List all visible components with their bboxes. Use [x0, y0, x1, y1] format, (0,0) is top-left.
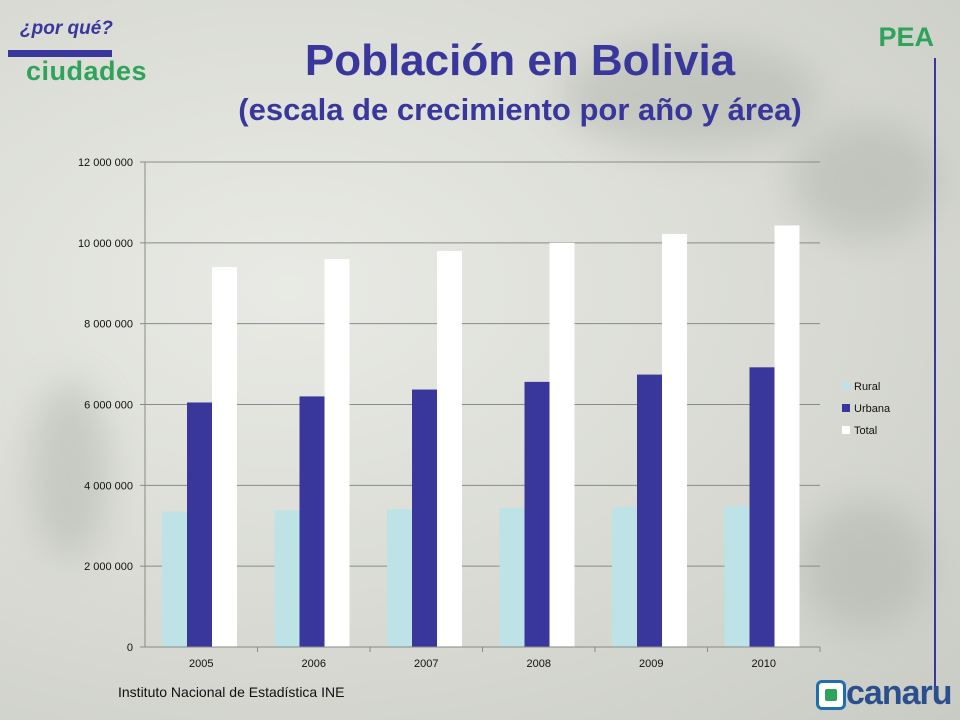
bar-urbana-2007	[412, 389, 437, 647]
page-title: Población en Bolivia	[304, 36, 736, 85]
bar-rural-2008	[499, 507, 525, 647]
legend-label-urbana: Urbana	[854, 403, 891, 415]
page-subtitle: (escala de crecimiento por año y área)	[238, 92, 802, 127]
bar-urbana-2009	[637, 374, 662, 647]
y-tick-label: 12 000 000	[78, 157, 133, 169]
x-tick-label: 2008	[527, 658, 551, 670]
axes: 0 2 000 000 4 000 000 6 000 000 8 000 000 10 …	[78, 157, 821, 670]
logo-question: ¿por qué?	[20, 18, 113, 39]
logo-word: ciudades	[26, 56, 148, 86]
bar-rural-2005	[162, 511, 187, 647]
bar-rural-2009	[612, 507, 637, 647]
bar-rural-2010	[724, 505, 750, 647]
y-tick-label: 4 000 000	[84, 480, 133, 492]
bar-rural-2007	[387, 509, 412, 647]
x-tick-label: 2005	[189, 658, 213, 670]
logo: ¿por qué? ciudades	[8, 18, 158, 88]
bar-total-2007	[437, 250, 462, 647]
x-tick-label: 2010	[752, 658, 776, 670]
bar-total-2008	[549, 242, 575, 648]
bar-total-2006	[324, 259, 350, 647]
y-tick-label: 10 000 000	[78, 238, 133, 250]
bar-total-2009	[662, 233, 687, 648]
y-tick-label: 8 000 000	[84, 319, 133, 331]
pea-badge: PEA	[878, 22, 934, 52]
bar-total-2010	[774, 225, 800, 647]
bar-total-2005	[212, 267, 237, 647]
bars	[162, 225, 800, 648]
x-tick-label: 2009	[639, 658, 663, 670]
bar-urbana-2008	[524, 381, 550, 647]
legend-swatch-total	[842, 426, 850, 434]
x-tick-label: 2007	[414, 658, 438, 670]
legend-swatch-rural	[842, 382, 850, 390]
legend: Rural Urbana Total	[842, 381, 891, 437]
bar-urbana-2010	[749, 367, 775, 647]
y-tick-label: 0	[127, 642, 133, 654]
legend-label-total: Total	[854, 425, 877, 437]
right-divider	[934, 58, 936, 700]
canaru-logo: canaru	[816, 674, 952, 716]
legend-label-rural: Rural	[854, 381, 880, 393]
x-tick-label: 2006	[302, 658, 326, 670]
grid-lines	[145, 161, 820, 567]
canaru-wordmark: canaru	[846, 674, 952, 712]
bar-urbana-2006	[299, 396, 325, 647]
logo-bar	[8, 50, 112, 57]
legend-swatch-urbana	[842, 404, 850, 412]
bar-urbana-2005	[187, 402, 212, 647]
canaru-mark-icon	[816, 680, 846, 710]
source-note: Instituto Nacional de Estadística INE	[118, 684, 345, 700]
y-tick-label: 2 000 000	[84, 561, 133, 573]
y-tick-label: 6 000 000	[84, 400, 133, 412]
bar-rural-2006	[274, 510, 300, 647]
